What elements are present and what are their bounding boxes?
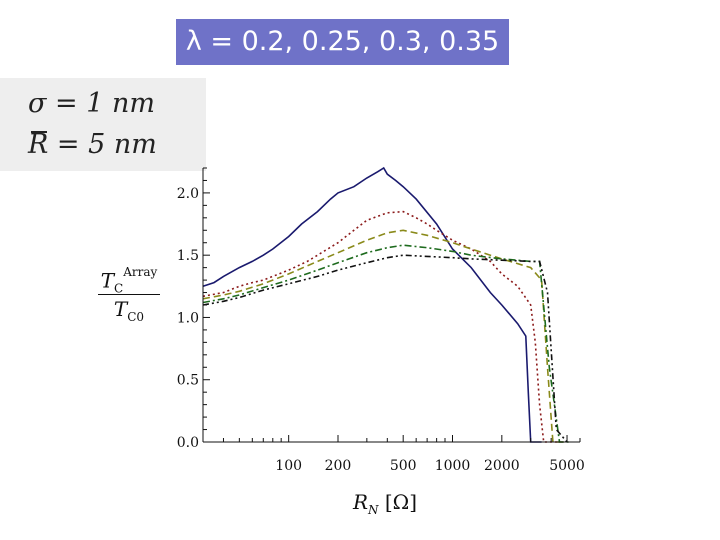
x-tick-label: 200: [325, 458, 352, 474]
parameters-panel: σ = 1 nm R = 5 nm: [0, 78, 206, 171]
rbar-parameter: R = 5 nm: [28, 129, 157, 160]
x-tick-label: 500: [390, 458, 417, 474]
rbar-value: = 5 nm: [48, 129, 157, 160]
y-tick-label: 0.5: [177, 373, 199, 389]
y-tick-label: 2.0: [177, 186, 199, 202]
series-line-5: [202, 254, 568, 443]
series-line-3: [202, 229, 567, 443]
x-tick-label: 5000: [549, 458, 585, 474]
series-line-4: [202, 244, 572, 443]
series-line-1: [202, 166, 542, 443]
sigma-parameter: σ = 1 nm: [28, 88, 155, 119]
y-axis-label: TCArray TC0: [98, 258, 160, 324]
x-tick-label: 1000: [435, 458, 471, 474]
lambda-values-label: λ = 0.2, 0.25, 0.3, 0.35: [176, 19, 509, 65]
rbar-symbol: R: [28, 129, 49, 160]
y-tick-label: 1.0: [177, 310, 199, 326]
y-tick-label: 1.5: [177, 248, 199, 264]
x-axis-label: RN [Ω]: [352, 490, 418, 517]
x-tick-label: 100: [275, 458, 302, 474]
y-axis-label-denominator: TC0: [113, 297, 145, 324]
y-axis-label-numerator: TCArray: [98, 258, 160, 296]
x-tick-label: 2000: [484, 458, 520, 474]
series-line-2: [202, 210, 560, 443]
y-tick-label: 0.0: [177, 435, 199, 451]
